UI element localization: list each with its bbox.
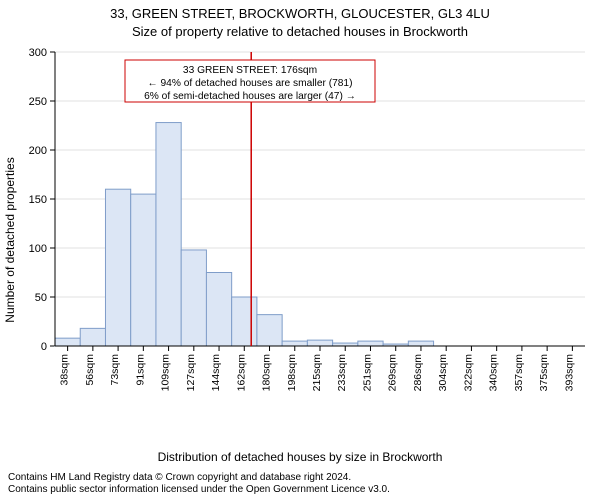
credit-line-2: Contains public sector information licen… xyxy=(8,484,390,496)
x-tick-label: 269sqm xyxy=(387,354,399,392)
x-tick-label: 375sqm xyxy=(538,354,550,392)
chart-title: 33, GREEN STREET, BROCKWORTH, GLOUCESTER… xyxy=(0,6,600,21)
callout-line: ← 94% of detached houses are smaller (78… xyxy=(148,78,353,89)
x-tick-label: 73sqm xyxy=(109,354,121,386)
histogram-bar xyxy=(408,341,433,346)
histogram-bar xyxy=(156,123,181,346)
y-tick-label: 300 xyxy=(29,47,47,59)
x-tick-label: 109sqm xyxy=(160,354,172,392)
x-tick-label: 357sqm xyxy=(513,354,525,392)
x-tick-label: 91sqm xyxy=(134,354,146,386)
x-tick-label: 144sqm xyxy=(210,354,222,392)
histogram-bar xyxy=(307,340,332,346)
x-tick-label: 56sqm xyxy=(84,354,96,386)
x-tick-label: 393sqm xyxy=(563,354,575,392)
x-tick-label: 340sqm xyxy=(488,354,500,392)
x-tick-label: 304sqm xyxy=(437,354,449,392)
x-tick-label: 162sqm xyxy=(235,354,247,392)
y-tick-label: 250 xyxy=(29,96,47,108)
y-tick-label: 0 xyxy=(41,341,47,353)
x-tick-label: 215sqm xyxy=(311,354,323,392)
histogram-bar xyxy=(80,328,105,346)
x-tick-label: 233sqm xyxy=(336,354,348,392)
x-tick-label: 322sqm xyxy=(462,354,474,392)
x-tick-label: 198sqm xyxy=(286,354,298,392)
x-axis-label: Distribution of detached houses by size … xyxy=(0,450,600,464)
histogram-plot: 05010015020025030038sqm56sqm73sqm91sqm10… xyxy=(55,46,585,406)
y-tick-label: 150 xyxy=(29,194,47,206)
y-tick-label: 50 xyxy=(35,292,47,304)
x-tick-label: 127sqm xyxy=(185,354,197,392)
y-tick-label: 100 xyxy=(29,243,47,255)
credit-line-1: Contains HM Land Registry data © Crown c… xyxy=(8,472,390,484)
x-tick-label: 180sqm xyxy=(261,354,273,392)
chart-subtitle: Size of property relative to detached ho… xyxy=(0,24,600,39)
histogram-bar xyxy=(181,250,206,346)
callout-line: 33 GREEN STREET: 176sqm xyxy=(183,65,317,76)
x-tick-label: 286sqm xyxy=(412,354,424,392)
y-axis-label: Number of detached properties xyxy=(3,157,17,322)
histogram-bar xyxy=(55,338,80,346)
callout-line: 6% of semi-detached houses are larger (4… xyxy=(144,91,356,102)
y-tick-label: 200 xyxy=(29,145,47,157)
histogram-bar xyxy=(105,189,130,346)
histogram-bar xyxy=(257,315,282,346)
x-tick-label: 38sqm xyxy=(59,354,71,386)
histogram-bar xyxy=(232,297,257,346)
histogram-bar xyxy=(131,194,156,346)
credit-text: Contains HM Land Registry data © Crown c… xyxy=(8,469,390,496)
histogram-bar xyxy=(282,341,307,346)
histogram-svg: 05010015020025030038sqm56sqm73sqm91sqm10… xyxy=(55,46,585,406)
x-tick-label: 251sqm xyxy=(361,354,373,392)
histogram-bar xyxy=(358,341,383,346)
histogram-bar xyxy=(206,273,231,347)
